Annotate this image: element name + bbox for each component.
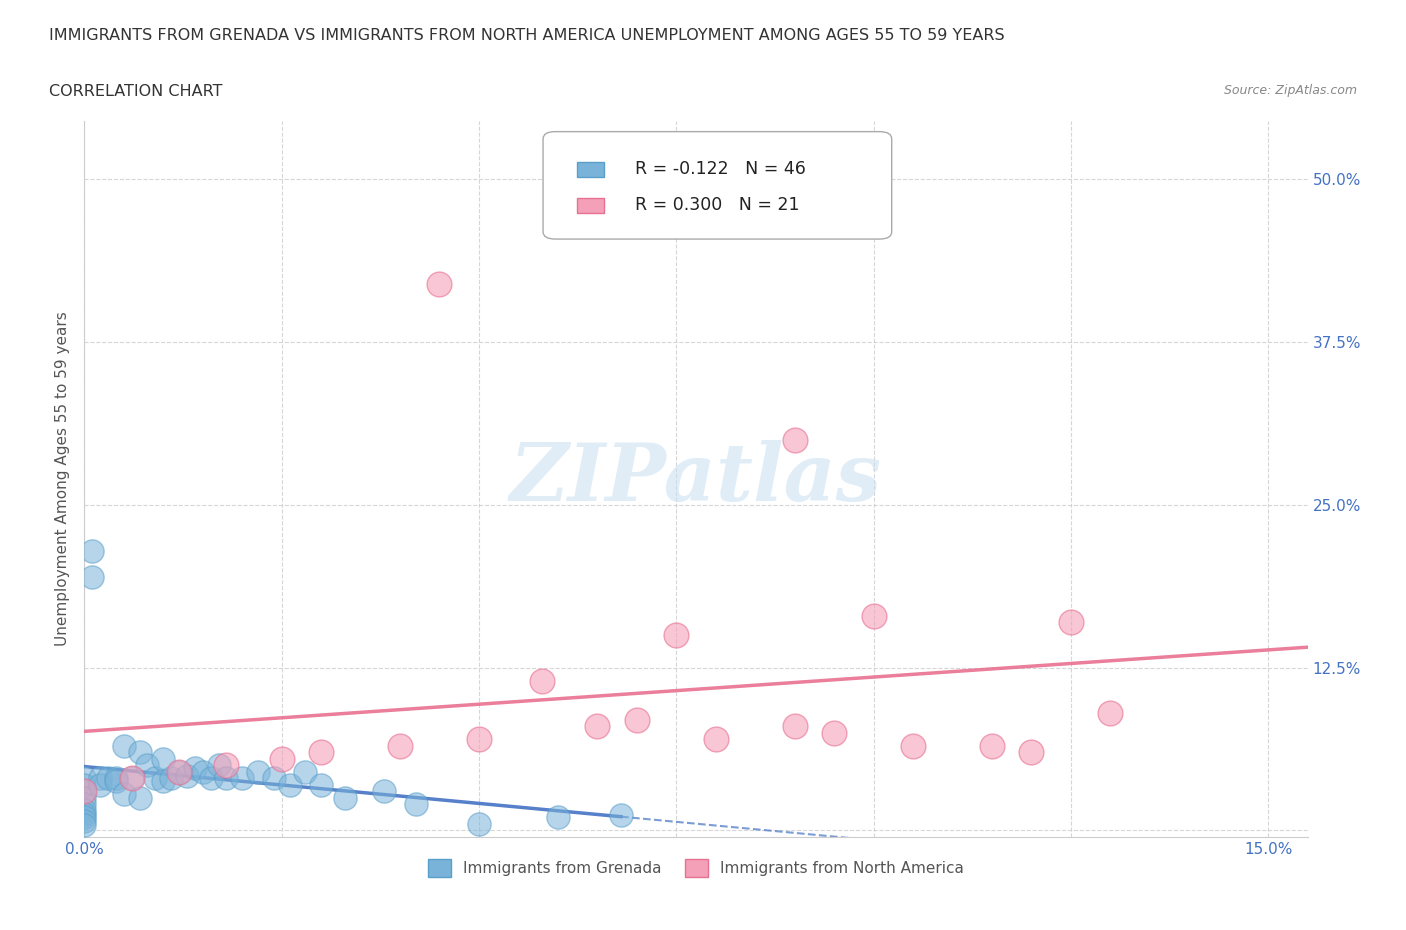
Y-axis label: Unemployment Among Ages 55 to 59 years: Unemployment Among Ages 55 to 59 years <box>55 312 70 646</box>
Point <box>862 608 884 623</box>
Point <box>783 719 806 734</box>
Point <box>104 771 127 786</box>
Point <box>200 771 222 786</box>
Point <box>152 751 174 766</box>
Point <box>145 771 167 786</box>
Point <box>468 817 491 831</box>
Point <box>136 758 159 773</box>
Point <box>901 738 924 753</box>
Text: CORRELATION CHART: CORRELATION CHART <box>49 84 222 99</box>
Point <box>73 784 96 799</box>
Point <box>191 764 214 779</box>
Point <box>167 764 190 779</box>
Point <box>215 758 238 773</box>
Point <box>586 719 609 734</box>
Point <box>82 543 104 558</box>
Point <box>89 771 111 786</box>
Point <box>333 790 356 805</box>
Point <box>704 732 727 747</box>
Point <box>1099 706 1122 721</box>
Point <box>309 745 332 760</box>
FancyBboxPatch shape <box>578 162 605 178</box>
Point <box>309 777 332 792</box>
Point <box>294 764 316 779</box>
Point <box>152 774 174 789</box>
Point <box>246 764 269 779</box>
Point <box>89 777 111 792</box>
Point <box>823 725 845 740</box>
Point <box>610 807 633 822</box>
Point <box>531 673 554 688</box>
Point <box>783 432 806 447</box>
Point <box>112 787 135 802</box>
Point <box>73 784 96 799</box>
Text: ZIPatlas: ZIPatlas <box>510 440 882 518</box>
Point <box>73 810 96 825</box>
Point <box>373 784 395 799</box>
Point <box>176 768 198 783</box>
Point <box>128 745 150 760</box>
Point <box>128 790 150 805</box>
Point <box>121 771 143 786</box>
Point <box>73 806 96 821</box>
Text: Source: ZipAtlas.com: Source: ZipAtlas.com <box>1223 84 1357 97</box>
Point <box>207 758 229 773</box>
Point <box>73 790 96 805</box>
Point <box>82 569 104 584</box>
Point <box>547 810 569 825</box>
Point <box>270 751 292 766</box>
FancyBboxPatch shape <box>543 132 891 239</box>
Point <box>97 771 120 786</box>
Point <box>429 276 451 291</box>
Point <box>104 774 127 789</box>
Point <box>405 797 427 812</box>
Point <box>73 803 96 817</box>
Point <box>73 814 96 829</box>
Text: IMMIGRANTS FROM GRENADA VS IMMIGRANTS FROM NORTH AMERICA UNEMPLOYMENT AMONG AGES: IMMIGRANTS FROM GRENADA VS IMMIGRANTS FR… <box>49 28 1005 43</box>
Point <box>1060 615 1083 630</box>
Point <box>184 761 207 776</box>
Point <box>263 771 285 786</box>
Point <box>980 738 1002 753</box>
FancyBboxPatch shape <box>578 197 605 213</box>
Point <box>73 817 96 832</box>
Point <box>73 777 96 792</box>
Point <box>626 712 648 727</box>
Point <box>73 797 96 812</box>
Point <box>160 771 183 786</box>
Point <box>112 738 135 753</box>
Legend: Immigrants from Grenada, Immigrants from North America: Immigrants from Grenada, Immigrants from… <box>422 853 970 884</box>
Point <box>468 732 491 747</box>
Text: R = 0.300   N = 21: R = 0.300 N = 21 <box>636 195 799 214</box>
Point <box>231 771 253 786</box>
Point <box>121 771 143 786</box>
Point <box>167 764 190 779</box>
Point <box>1021 745 1043 760</box>
Text: R = -0.122   N = 46: R = -0.122 N = 46 <box>636 160 806 178</box>
Point <box>215 771 238 786</box>
Point <box>73 771 96 786</box>
Point <box>278 777 301 792</box>
Point <box>665 628 688 643</box>
Point <box>389 738 412 753</box>
